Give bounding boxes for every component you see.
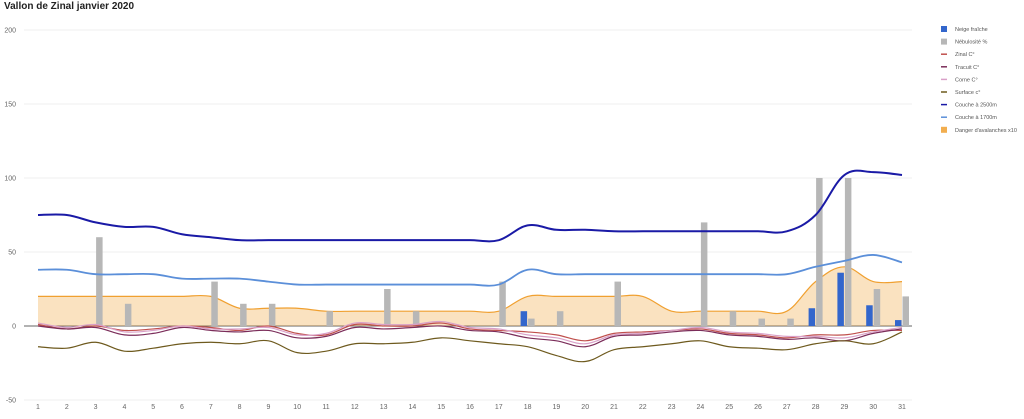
x-tick-label: 28 [812,404,820,411]
x-tick-label: 25 [725,404,733,411]
line-corne-c [37,320,903,345]
x-tick-label: 4 [122,404,126,411]
x-tick-label: 20 [581,404,589,411]
x-tick-label: 27 [783,404,791,411]
x-tick-label: 13 [380,404,388,411]
line-couche-2500m [37,169,903,243]
x-tick-label: 6 [180,404,184,411]
x-tick-label: 2 [65,404,69,411]
x-tick-label: 17 [495,404,503,411]
bar-nebulosite [758,318,765,326]
line-layer [37,169,903,363]
legend-label: Danger d'avalanches x10 [955,128,1017,134]
legend-label: Tracuit C° [955,65,979,71]
bar-nebulosite [902,296,909,326]
bar-neige-fraiche [520,311,528,326]
bar-nebulosite [614,281,621,326]
x-tick-label: 5 [151,404,155,411]
y-tick-label: 200 [4,28,16,35]
bar-neige-fraiche [895,320,902,326]
bar-nebulosite [787,318,794,326]
bar-nebulosite [124,303,132,326]
line-couche-1700m [37,254,903,287]
line-tracuit-c [37,325,903,348]
y-tick-label: 150 [4,102,16,109]
bar-nebulosite [240,303,247,326]
x-tick-label: 9 [266,404,270,411]
bar-nebulosite [499,281,506,326]
legend: Neige fraîche Nébulosité % Zinal C° Tracuit… [941,26,1017,134]
legend-label: Neige fraîche [955,27,988,33]
bar-nebulosite [556,311,564,326]
grid-layer [24,29,912,401]
y-tick-label: -50 [6,398,16,405]
legend-label: Couche à 2500m [955,103,997,109]
x-tick-label: 23 [668,404,676,411]
bar-nebulosite [873,289,881,326]
legend-swatch [941,38,947,45]
x-tick-label: 21 [610,404,618,411]
legend-swatch [941,126,947,133]
x-tick-label: 10 [293,404,301,411]
legend-label: Zinal C° [955,52,975,58]
y-tick-label: 100 [4,176,16,183]
x-tick-label: 24 [697,404,705,411]
x-tick-label: 31 [898,404,906,411]
bar-nebulosite [96,237,103,326]
x-tick-label: 11 [322,404,329,411]
legend-label: Nébulosité % [955,40,988,46]
x-tick-label: 16 [466,404,474,411]
line-surface-c [37,331,903,363]
x-tick-label: 8 [238,404,242,411]
bar-neige-fraiche [866,305,873,326]
x-tick-label: 14 [409,404,417,411]
area-layer [38,266,903,326]
x-tick-label: 29 [841,404,849,411]
legend-label: Corne C° [955,77,978,83]
bar-nebulosite [384,289,391,326]
bar-nebulosite [326,311,333,326]
legend-label: Couche à 1700m [955,115,997,121]
bar-nebulosite [268,303,276,326]
x-tick-label: 26 [754,404,762,411]
y-tick-label: 0 [12,324,16,331]
bar-neige-fraiche [837,272,844,326]
x-tick-label: 7 [209,404,213,411]
x-tick-label: 18 [524,404,532,411]
x-tick-label: 3 [94,404,98,411]
x-tick-label: 19 [553,404,561,411]
x-tick-label: 1 [36,404,40,411]
x-tick-label: 12 [351,404,359,411]
bar-nebulosite [816,178,823,326]
area-fill-danger [38,266,902,326]
area-line-danger [38,266,903,315]
x-tick-label: 22 [639,404,647,411]
bar-nebulosite [528,318,535,326]
bar-nebulosite [844,178,852,326]
chart-title: Vallon de Zinal janvier 2020 [4,1,135,12]
bar-nebulosite [211,281,218,326]
x-tick-label: 30 [869,404,877,411]
y-tick-label: 50 [8,250,16,257]
x-tick-label: 15 [437,404,445,411]
legend-label: Surface c° [955,90,980,96]
bar-neige-fraiche [808,308,816,326]
bar-nebulosite [729,311,737,326]
legend-swatch [941,26,947,32]
bar-nebulosite [412,311,420,326]
